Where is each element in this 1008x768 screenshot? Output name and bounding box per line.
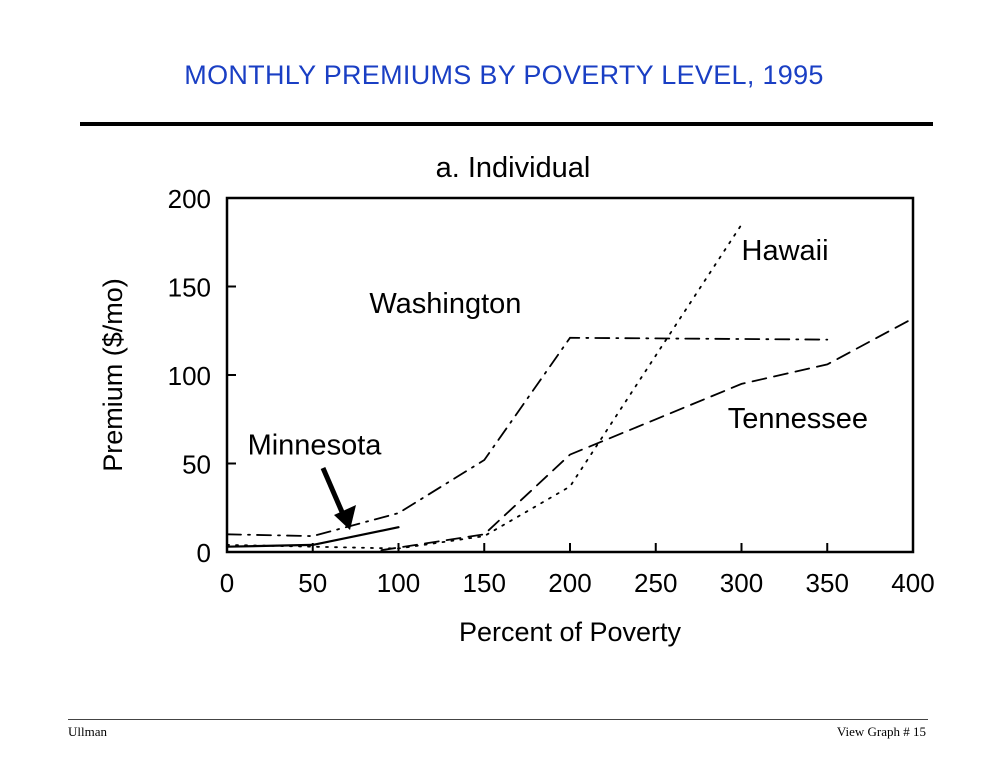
x-tick-label: 350	[806, 568, 849, 598]
y-tick-label: 200	[168, 184, 211, 214]
premium-line-chart: a. Individual 0 50 100 150 200 0 50 100 150 200 2…	[98, 152, 935, 647]
minnesota-arrow-icon	[320, 467, 356, 530]
x-tick-label: 150	[463, 568, 506, 598]
series-line-hawaii	[226, 223, 743, 550]
x-tick-label: 250	[634, 568, 677, 598]
y-axis-label: Premium ($/mo)	[98, 278, 128, 472]
x-tick-label: 300	[720, 568, 763, 598]
x-tick-label: 50	[298, 568, 327, 598]
annotation-minnesota: Minnesota	[248, 430, 383, 462]
x-tick-label: 0	[220, 568, 234, 598]
y-tick-label: 100	[168, 361, 211, 391]
x-tick-label: 200	[548, 568, 591, 598]
footer-page-number: View Graph # 15	[836, 724, 926, 739]
x-axis-ticks: 0 50 100 150 200 250 300 350 400	[220, 543, 935, 598]
x-axis-label: Percent of Poverty	[459, 617, 682, 647]
annotation-washington: Washington	[369, 288, 521, 320]
series-line-minnesota	[225, 526, 400, 548]
series-layer	[225, 223, 914, 552]
y-tick-label: 0	[197, 538, 211, 568]
y-axis-ticks: 0 50 100 150 200	[168, 184, 236, 568]
annotation-hawaii: Hawaii	[742, 235, 829, 267]
chart-title: a. Individual	[436, 152, 591, 184]
slide-title: MONTHLY PREMIUMS BY POVERTY LEVEL, 1995	[184, 60, 824, 90]
x-tick-label: 400	[891, 568, 934, 598]
annotation-layer: Hawaii Washington Tennessee Minnesota	[248, 235, 868, 462]
series-line-washington	[226, 336, 829, 538]
footer-divider	[68, 719, 928, 720]
footer-author: Ullman	[68, 724, 107, 739]
x-tick-label: 100	[377, 568, 420, 598]
annotation-tennessee: Tennessee	[728, 403, 868, 435]
y-tick-label: 150	[168, 273, 211, 303]
title-divider	[80, 122, 933, 126]
y-tick-label: 50	[182, 450, 211, 480]
series-line-tennessee	[380, 317, 914, 552]
